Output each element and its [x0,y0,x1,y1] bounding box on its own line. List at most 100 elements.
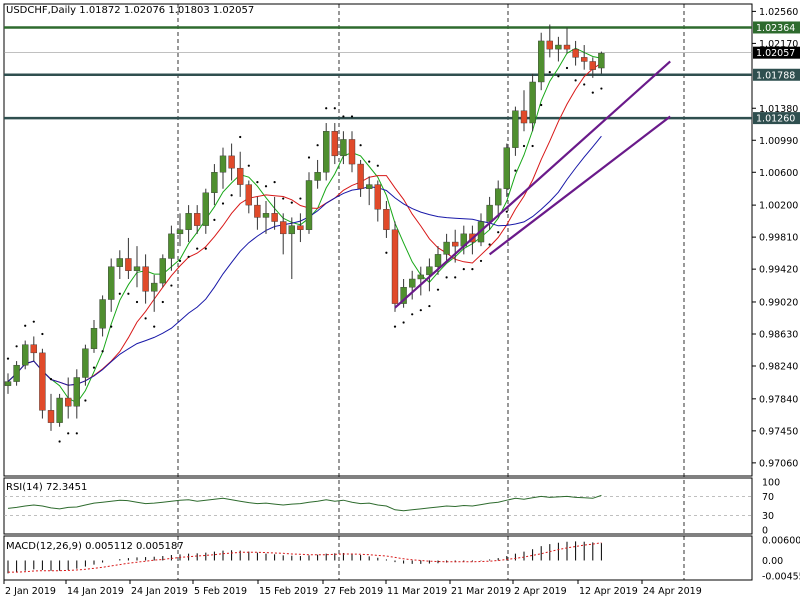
horizontal-levels[interactable]: 1.02364 1.01788 1.01260 1.02057 [4,21,800,125]
candle-body [133,266,141,271]
candle-body [56,397,63,423]
sar-dot [385,251,388,254]
candle-body [572,48,579,58]
candle-body [271,213,278,222]
candle-body [305,180,313,230]
sar-dot [540,103,543,107]
sar-dot [445,276,448,279]
candle-body [452,241,459,247]
macd-signal-line [8,542,602,573]
macd-tick-label: -0.004552 [762,572,800,583]
sar-dot [419,309,422,312]
candle-body [202,192,210,226]
candle-body [236,167,244,185]
candle-body [288,225,295,235]
candle-body [495,188,502,206]
candle-body [486,204,493,222]
chart-title: USDCHF,Daily 1.01872 1.02076 1.01803 1.0… [6,5,254,16]
rsi-label: RSI(14) 72.3451 [6,482,87,493]
candle-body [546,40,553,50]
candle-body [348,139,356,165]
candle-body [159,258,167,284]
candle-body [254,204,261,218]
candle-body [357,163,364,189]
candle-body [116,258,124,267]
current-price-label: 1.02057 [756,48,795,59]
sar-dot [376,164,379,167]
price-tick-label: 0.97840 [759,394,798,405]
candle-body [434,254,442,267]
level-tag [753,112,800,125]
sar-dot [135,300,139,304]
candle-body [47,410,55,423]
sar-dot [127,292,130,295]
price-tick-label: 1.02170 [759,39,798,50]
sar-dot [342,115,345,118]
separators [177,4,685,580]
macd-tick-label: 0.00 [762,556,783,567]
rsi-tick-label: 0 [762,526,768,537]
price-tick-label: 1.02560 [759,7,798,18]
candle-body [589,61,596,70]
sar-dot [557,75,560,78]
sar-dot [402,321,405,324]
sar-dot [204,247,207,250]
sar-dot [239,135,242,139]
time-tick-label: 11 Mar 2019 [387,586,447,597]
candle-body [383,209,390,230]
candles [4,24,605,431]
macd-tick-label: 0.006003 [762,536,800,547]
sar-dot [178,259,182,263]
sar-dot [436,288,440,291]
sar-dot [548,71,551,74]
sar-dot [213,218,216,221]
macd-panel: 0.006003 0.00 -0.004552 [7,536,800,583]
sar-dot [454,276,457,279]
rsi-tick-label: 30 [762,511,774,522]
sar-dot [84,399,87,402]
candle-body [99,299,106,329]
price-tick-label: 0.98630 [759,329,798,340]
time-tick-label: 27 Feb 2019 [324,586,383,597]
candle-body [400,287,407,304]
candle-body [331,131,338,157]
candle-body [30,344,37,354]
candle-body [90,328,98,349]
sar-dot [32,320,35,323]
candle-body [39,352,46,411]
sar-dot [290,201,293,204]
candle-body [374,184,381,210]
sar-dot [92,366,96,369]
candle-body [563,44,571,50]
sar-dot [273,181,276,184]
price-tick-label: 1.00990 [759,136,798,147]
candle-body [280,221,287,235]
sar-dot [247,164,250,167]
parabolic-sar [6,66,603,443]
price-tick-label: 1.00200 [759,201,798,212]
time-tick-label: 24 Jan 2019 [131,586,188,597]
sar-dot [514,169,517,172]
trendlines[interactable] [394,60,671,309]
sar-dot [58,440,61,443]
sar-dot [428,304,431,308]
candle-body [314,172,321,181]
rsi-tick-label: 70 [762,492,774,503]
sar-dot [256,181,259,184]
sar-dot [299,197,302,200]
sar-dot [153,325,156,328]
candle-body [426,266,433,276]
sar-dot [531,144,534,148]
candle-body [219,155,227,173]
moving-averages [7,47,602,404]
time-tick-label: 2 Apr 2019 [514,586,567,597]
time-tick-label: 2 Jan 2019 [5,586,56,597]
sar-dot [41,332,44,336]
sar-dot [264,185,268,188]
rsi-tick-label: 100 [762,478,780,489]
level-tag [753,21,800,34]
sar-dot [110,325,113,328]
level-tag [753,68,800,81]
